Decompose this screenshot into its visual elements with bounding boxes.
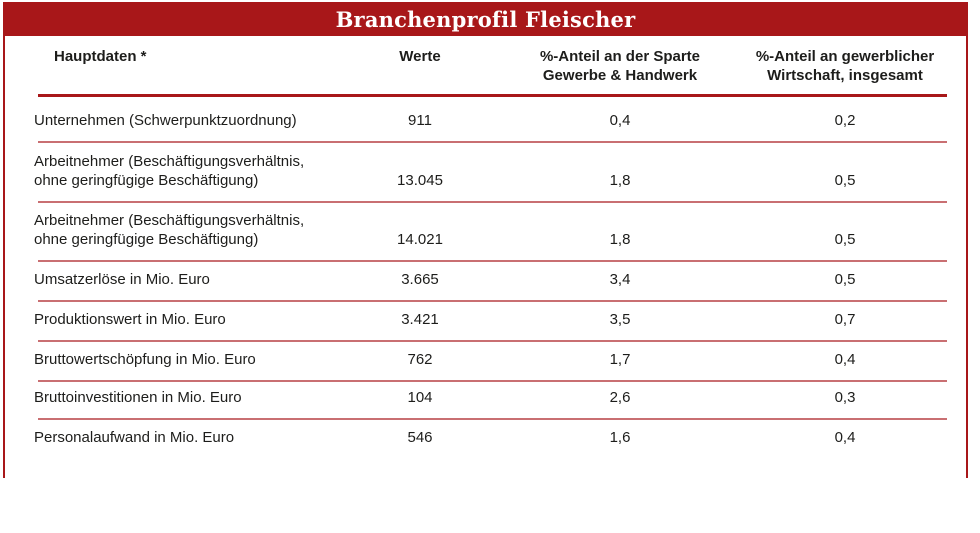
- row-value-gesamt: 0,2: [834, 112, 856, 129]
- table-row-arbeitnehmer-1: Arbeitnehmer (Beschäftigungsverhältnis, …: [5, 143, 966, 201]
- row-value-sparte: 3,4: [609, 271, 631, 288]
- row-separator: [38, 260, 947, 262]
- row-value-gesamt: 0,3: [834, 389, 856, 406]
- row-value-werte: 911: [408, 112, 432, 129]
- row-value-sparte: 1,8: [609, 172, 631, 189]
- row-value-sparte: 1,7: [609, 351, 631, 368]
- row-value-werte: 13.045: [397, 172, 443, 189]
- column-header-anteil-gesamt: %-Anteil an gewerblicher Wirtschaft, ins…: [755, 48, 935, 84]
- row-value-sparte: 0,4: [609, 112, 631, 129]
- column-header-anteil-sparte: %-Anteil an der Sparte Gewerbe & Handwer…: [539, 48, 701, 84]
- header-separator: [38, 94, 947, 97]
- row-label: Bruttowertschöpfung in Mio. Euro: [34, 351, 256, 368]
- row-label: Umsatzerlöse in Mio. Euro: [34, 271, 210, 288]
- row-value-gesamt: 0,5: [834, 231, 856, 248]
- table-bottom-spacer: [5, 458, 966, 478]
- row-separator: [38, 300, 947, 302]
- row-value-gesamt: 0,7: [834, 311, 856, 328]
- row-value-werte: 14.021: [397, 231, 443, 248]
- table-row-personalaufwand: Personalaufwand in Mio. Euro 546 1,6 0,4: [5, 420, 966, 458]
- column-header-hauptdaten: Hauptdaten *: [54, 48, 147, 65]
- row-label: Produktionswert in Mio. Euro: [34, 311, 226, 328]
- table-header-row: Hauptdaten * Werte %-Anteil an der Spart…: [5, 36, 966, 94]
- row-separator: [38, 340, 947, 342]
- row-value-sparte: 3,5: [609, 311, 631, 328]
- table-row-arbeitnehmer-2: Arbeitnehmer (Beschäftigungsverhältnis, …: [5, 203, 966, 260]
- row-value-werte: 3.421: [401, 311, 439, 328]
- table-row-umsatzerloese: Umsatzerlöse in Mio. Euro 3.665 3,4 0,5: [5, 262, 966, 300]
- row-value-werte: 546: [407, 429, 433, 446]
- row-value-werte: 3.665: [401, 271, 439, 288]
- row-value-gesamt: 0,5: [834, 271, 856, 288]
- row-value-gesamt: 0,4: [834, 429, 856, 446]
- row-label: Arbeitnehmer (Beschäftigungsverhältnis, …: [34, 153, 305, 189]
- row-separator: [38, 201, 947, 203]
- row-separator: [38, 418, 947, 420]
- table-row-bruttowertschoepfung: Bruttowertschöpfung in Mio. Euro 762 1,7…: [5, 342, 966, 380]
- row-value-sparte: 1,6: [609, 429, 631, 446]
- row-label: Personalaufwand in Mio. Euro: [34, 429, 235, 446]
- table-row-produktionswert: Produktionswert in Mio. Euro 3.421 3,5 0…: [5, 302, 966, 340]
- table-body: Hauptdaten * Werte %-Anteil an der Spart…: [3, 36, 968, 478]
- row-separator: [38, 141, 947, 143]
- row-label: Arbeitnehmer (Beschäftigungsverhältnis, …: [34, 212, 305, 248]
- row-value-gesamt: 0,4: [834, 351, 856, 368]
- table-row-unternehmen: Unternehmen (Schwerpunktzuordnung) 911 0…: [5, 97, 966, 141]
- row-label: Bruttoinvestitionen in Mio. Euro: [34, 389, 242, 406]
- row-label: Unternehmen (Schwerpunktzuordnung): [34, 112, 297, 129]
- row-value-sparte: 1,8: [609, 231, 631, 248]
- row-value-werte: 762: [407, 351, 433, 368]
- row-value-werte: 104: [407, 389, 433, 406]
- table-row-bruttoinvestitionen: Bruttoinvestitionen in Mio. Euro 104 2,6…: [5, 382, 966, 418]
- column-header-werte: Werte: [399, 48, 441, 65]
- row-value-gesamt: 0,5: [834, 172, 856, 189]
- table-title-bar: Branchenprofil Fleischer: [3, 2, 968, 36]
- table-title: Branchenprofil Fleischer: [335, 6, 636, 32]
- row-separator: [38, 380, 947, 382]
- row-value-sparte: 2,6: [609, 389, 631, 406]
- branch-profile-table: Branchenprofil Fleischer Hauptdaten * We…: [3, 2, 968, 478]
